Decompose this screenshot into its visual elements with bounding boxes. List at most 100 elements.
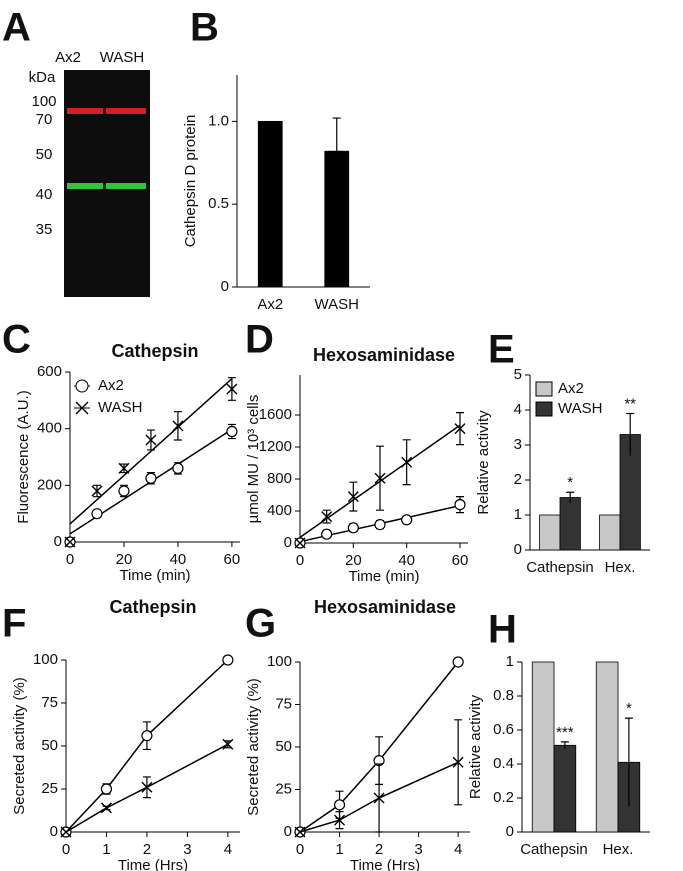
y-tick-label: 5 xyxy=(514,366,522,383)
chart-title: Cathepsin xyxy=(111,341,198,361)
point xyxy=(347,491,359,503)
legend-swatch xyxy=(535,381,553,397)
y-tick-label: 400 xyxy=(267,502,292,519)
x-tick-label: 1 xyxy=(335,841,343,858)
point xyxy=(91,485,103,497)
y-axis-label: µmol MU / 10³ cells xyxy=(245,395,262,524)
y-tick-label: 400 xyxy=(37,420,62,437)
point xyxy=(118,462,130,474)
significance-label: ** xyxy=(624,395,636,412)
y-tick-label: 100 xyxy=(267,653,292,670)
point xyxy=(321,528,333,540)
x-tick-label: 2 xyxy=(143,841,151,858)
point xyxy=(401,456,413,468)
panel-letter: B xyxy=(190,6,219,50)
point xyxy=(226,425,238,438)
point xyxy=(401,514,413,526)
band xyxy=(67,108,103,114)
error-bar xyxy=(560,741,569,749)
panel-letter: E xyxy=(488,328,515,372)
panel-letter: H xyxy=(488,608,517,652)
point xyxy=(141,730,153,742)
y-tick-label: 75 xyxy=(41,694,58,711)
significance-label: *** xyxy=(556,724,574,741)
point xyxy=(145,472,157,484)
point xyxy=(172,462,184,474)
x-tick-label: 0 xyxy=(66,551,74,568)
series-line xyxy=(299,661,459,833)
point xyxy=(374,518,386,531)
x-tick-label: 40 xyxy=(170,551,187,568)
x-tick-label: 0 xyxy=(62,841,70,858)
y-tick-label: 0.2 xyxy=(493,789,514,806)
bar xyxy=(539,514,561,551)
marker-label: 100 xyxy=(31,93,56,110)
y-tick-label: 0.6 xyxy=(493,721,514,738)
y-axis-label: Relative activity xyxy=(467,694,484,799)
y-axis-label: Relative activity xyxy=(475,410,492,515)
y-tick-label: 200 xyxy=(37,476,62,493)
point xyxy=(60,826,72,838)
x-tick-label: 3 xyxy=(414,841,422,858)
point xyxy=(334,814,346,826)
legend-marker xyxy=(75,379,89,393)
y-tick-label: 2 xyxy=(514,471,522,488)
x-tick-label: 20 xyxy=(116,551,133,568)
bar xyxy=(595,661,619,833)
y-tick-label: 0 xyxy=(50,823,58,840)
y-tick-label: 100 xyxy=(33,651,58,668)
y-tick-label: 1.0 xyxy=(208,112,229,129)
panel-letter: D xyxy=(245,318,274,362)
marker-label: 40 xyxy=(36,186,53,203)
y-tick-label: 0 xyxy=(54,533,62,550)
x-tick-label: 4 xyxy=(454,841,462,858)
y-axis-label: Fluorescence (A.U.) xyxy=(15,390,32,523)
point xyxy=(333,799,346,811)
point xyxy=(222,738,234,750)
legend-marker xyxy=(75,401,89,415)
band xyxy=(106,183,146,189)
bar xyxy=(553,744,577,833)
significance-label: * xyxy=(567,474,573,491)
series-line xyxy=(65,743,229,833)
x-tick-label: 4 xyxy=(224,841,232,858)
error-bar xyxy=(332,117,341,185)
x-axis-label: Time (Hrs) xyxy=(350,857,420,871)
unit-label: kDa xyxy=(29,69,56,86)
x-tick-label: 0 xyxy=(296,841,304,858)
y-tick-label: 0 xyxy=(284,534,292,551)
point xyxy=(452,656,464,668)
legend-label: Ax2 xyxy=(558,380,584,397)
point xyxy=(454,499,466,511)
point xyxy=(141,781,153,793)
point xyxy=(100,783,113,795)
y-tick-label: 50 xyxy=(275,738,292,755)
y-tick-label: 0 xyxy=(221,278,229,295)
bar xyxy=(599,514,621,551)
point xyxy=(145,434,157,446)
legend-label: WASH xyxy=(558,400,602,417)
marker-label: 35 xyxy=(36,221,53,238)
point xyxy=(118,485,130,497)
y-tick-label: 0 xyxy=(514,541,522,558)
point xyxy=(294,826,306,838)
panel-letter: C xyxy=(2,318,31,362)
point xyxy=(222,654,234,666)
y-tick-label: 75 xyxy=(275,695,292,712)
y-tick-label: 3 xyxy=(514,436,522,453)
y-tick-label: 25 xyxy=(41,780,58,797)
x-tick-label: 3 xyxy=(183,841,191,858)
x-tick-label: 20 xyxy=(345,552,362,569)
x-axis-label: Time (min) xyxy=(119,567,190,584)
chart-title: Cathepsin xyxy=(109,597,196,617)
significance-label: * xyxy=(626,700,632,717)
x-tick-label: Cathepsin xyxy=(520,841,588,858)
lane-label: Ax2 xyxy=(55,49,81,66)
bar xyxy=(559,497,581,551)
x-tick-label: 60 xyxy=(452,552,469,569)
x-axis-label: Time (min) xyxy=(348,568,419,585)
x-axis-label: Time (Hrs) xyxy=(118,857,188,871)
y-tick-label: 0.8 xyxy=(493,687,514,704)
bar xyxy=(531,661,555,833)
y-axis-label: Secreted activity (%) xyxy=(245,678,262,816)
